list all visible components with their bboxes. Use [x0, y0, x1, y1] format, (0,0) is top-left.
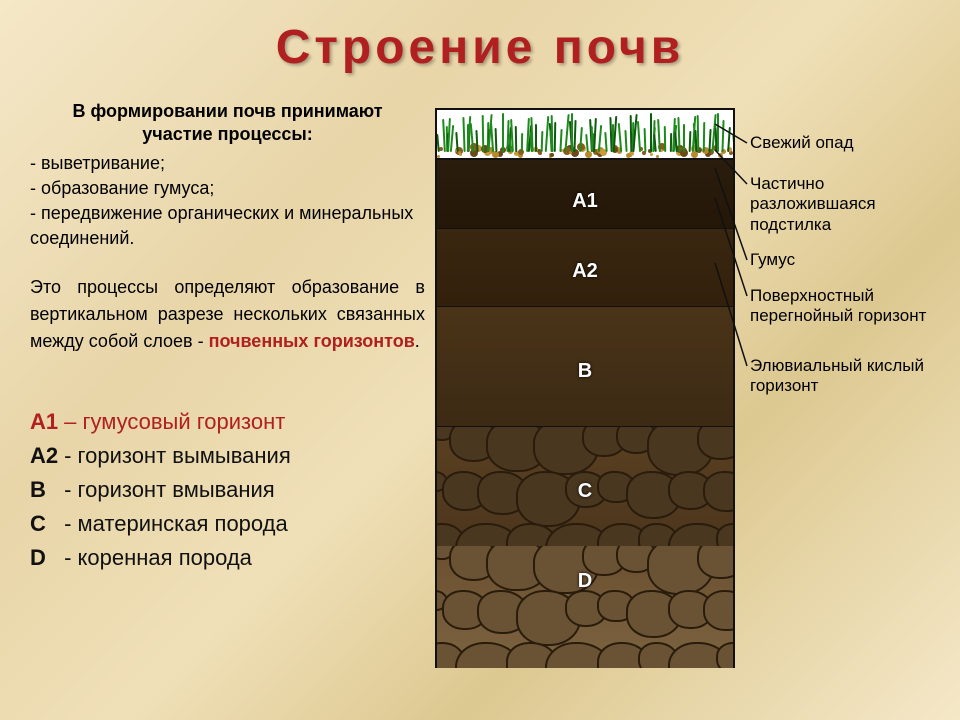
- label-a2: А2: [572, 260, 598, 283]
- legend-row: D - коренная порода: [30, 541, 425, 575]
- legend-row: А2 - горизонт вымывания: [30, 439, 425, 473]
- intro-head-l1: В формировании почв принимают: [72, 101, 382, 121]
- label-c: С: [578, 480, 592, 503]
- para-highlight: почвенных горизонтов: [209, 331, 415, 351]
- left-column: В формировании почв принимают участие пр…: [30, 100, 425, 575]
- horizon-d: [437, 546, 733, 668]
- legend-row: В - горизонт вмывания: [30, 473, 425, 507]
- callout-label: Свежий опад: [750, 133, 854, 153]
- legend-row: А1 – гумусовый горизонт: [30, 405, 425, 439]
- label-b: В: [578, 360, 592, 383]
- paragraph: Это процессы определяют образование в ве…: [30, 274, 425, 355]
- callout-label: Поверхностный перегнойный горизонт: [750, 286, 950, 327]
- callout-label: Элювиальный кислый горизонт: [750, 356, 950, 397]
- intro-head-l2: участие процессы:: [142, 124, 312, 144]
- legend-row: С - материнская порода: [30, 507, 425, 541]
- soil-profile-diagram: А1 А2 В С D: [435, 108, 735, 668]
- label-a1: А1: [572, 190, 598, 213]
- callout-label: Частично разложившаяся подстилка: [750, 174, 950, 235]
- intro-item-2: - образование гумуса;: [30, 176, 425, 201]
- slide-title: Строение почв: [0, 0, 960, 75]
- intro-item-3: - передвижение органических и минеральны…: [30, 201, 425, 251]
- para-post: .: [415, 331, 420, 351]
- callout-label: Гумус: [750, 250, 795, 270]
- intro-list: - выветривание; - образование гумуса; - …: [30, 151, 425, 252]
- intro-item-1: - выветривание;: [30, 151, 425, 176]
- label-d: D: [578, 570, 592, 593]
- intro-heading: В формировании почв принимают участие пр…: [30, 100, 425, 147]
- grass-layer: [437, 110, 733, 158]
- horizon-legend: А1 – гумусовый горизонтА2 - горизонт вым…: [30, 405, 425, 575]
